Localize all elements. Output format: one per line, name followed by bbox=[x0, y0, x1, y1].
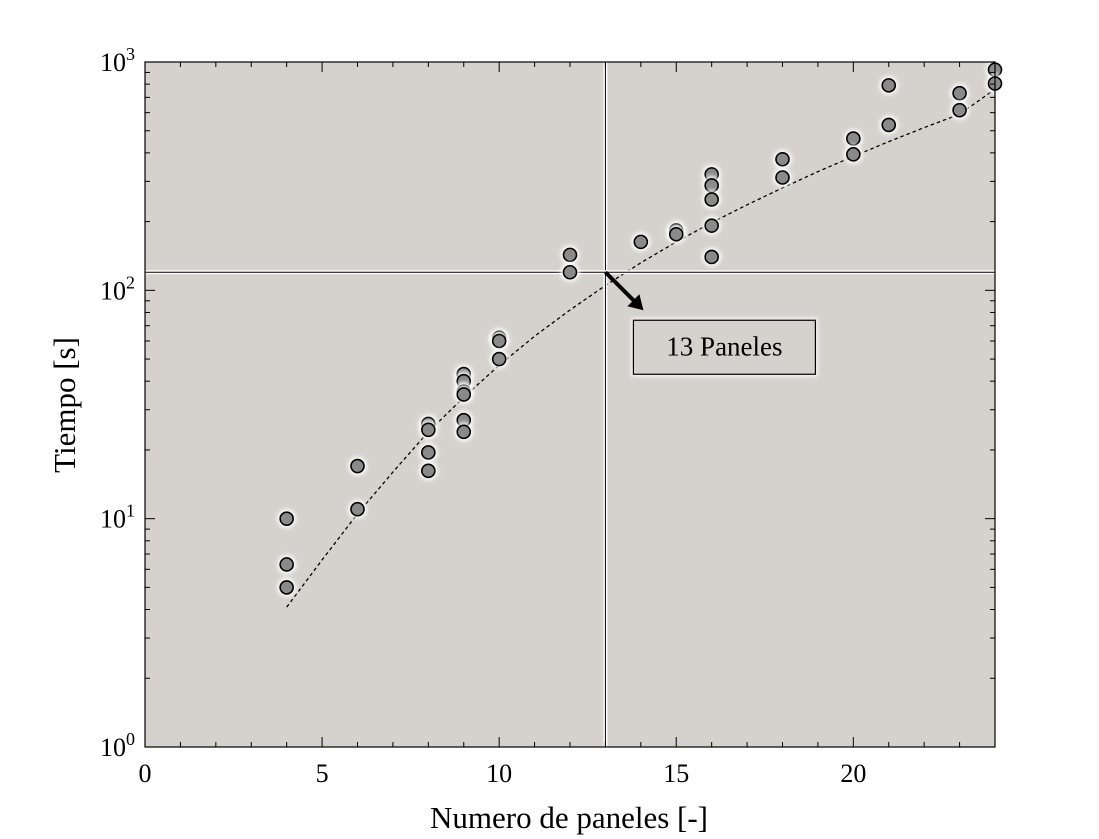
axis-ticks bbox=[144, 61, 996, 748]
data-point-marker bbox=[775, 170, 790, 185]
data-point bbox=[879, 75, 899, 95]
data-point bbox=[631, 232, 651, 252]
data-point bbox=[560, 245, 580, 265]
data-point-marker bbox=[279, 511, 294, 526]
data-point-marker bbox=[456, 387, 472, 402]
data-point bbox=[348, 499, 367, 519]
data-point-marker bbox=[846, 147, 861, 162]
data-point-marker bbox=[668, 226, 684, 242]
data-point bbox=[950, 100, 970, 120]
y-tick-label: 102 bbox=[100, 272, 135, 305]
data-point bbox=[277, 554, 297, 574]
data-point-marker bbox=[350, 501, 365, 517]
y-tick-label: 100 bbox=[100, 729, 135, 762]
data-point bbox=[702, 189, 722, 209]
data-point-marker bbox=[881, 78, 897, 93]
annotation-arrowhead bbox=[627, 294, 644, 311]
plot-frame bbox=[144, 61, 996, 748]
annotation: 13 Paneles bbox=[604, 270, 818, 377]
data-point bbox=[773, 149, 792, 169]
fit-curve bbox=[286, 88, 996, 608]
data-point bbox=[666, 224, 686, 244]
y-tick-label: 103 bbox=[100, 44, 135, 77]
data-point-marker bbox=[952, 85, 967, 101]
data-point bbox=[418, 442, 438, 462]
x-axis-title: Numero de paneles [-] bbox=[430, 800, 708, 835]
data-point-marker bbox=[421, 445, 436, 460]
annotation-label: 13 Paneles bbox=[666, 331, 782, 361]
data-point-marker bbox=[704, 249, 719, 265]
data-point-marker bbox=[421, 463, 436, 479]
data-point bbox=[702, 216, 722, 236]
data-point bbox=[560, 262, 580, 282]
data-point-marker bbox=[350, 458, 365, 474]
data-point-marker bbox=[491, 333, 507, 349]
data-point-marker bbox=[562, 264, 578, 280]
data-point-marker bbox=[421, 422, 436, 438]
y-tick-label: 101 bbox=[100, 501, 135, 534]
tick-labels: 0 5 10 15 20 100 101 102 103 bbox=[100, 44, 866, 788]
data-point-marker bbox=[704, 218, 719, 233]
data-point bbox=[879, 115, 899, 135]
data-point bbox=[773, 168, 792, 188]
x-tick-label: 10 bbox=[486, 759, 512, 788]
data-point bbox=[950, 83, 970, 103]
data-point bbox=[702, 247, 722, 267]
data-point-marker bbox=[456, 424, 472, 440]
x-tick-label: 5 bbox=[316, 759, 329, 788]
data-point-marker bbox=[952, 102, 967, 118]
fit-curve-layer bbox=[286, 88, 996, 608]
data-point-marker bbox=[846, 131, 861, 146]
data-point-marker bbox=[775, 151, 790, 167]
x-tick-label: 15 bbox=[663, 759, 689, 788]
data-point-marker bbox=[704, 192, 719, 207]
annotation-box bbox=[632, 319, 817, 375]
data-point bbox=[418, 461, 438, 481]
data-point-marker bbox=[562, 247, 578, 263]
x-tick-label: 0 bbox=[139, 759, 152, 788]
data-point bbox=[454, 422, 474, 442]
data-point bbox=[348, 456, 367, 476]
data-point bbox=[843, 144, 863, 164]
x-tick-label: 20 bbox=[840, 759, 866, 788]
data-point bbox=[702, 175, 722, 195]
data-point-marker bbox=[633, 234, 649, 250]
data-point bbox=[454, 384, 474, 404]
data-point bbox=[277, 577, 297, 597]
annotation-arrow bbox=[604, 270, 639, 306]
data-point bbox=[277, 509, 297, 529]
data-point-marker bbox=[491, 351, 507, 367]
data-point bbox=[489, 349, 509, 369]
data-point-marker bbox=[881, 117, 897, 133]
data-point bbox=[418, 420, 438, 440]
plot-area bbox=[145, 62, 995, 747]
y-axis-title: Tiempo [s] bbox=[47, 337, 82, 473]
data-point bbox=[843, 129, 863, 149]
data-point-marker bbox=[279, 580, 294, 595]
data-point bbox=[489, 331, 509, 351]
data-point-marker bbox=[279, 557, 294, 572]
